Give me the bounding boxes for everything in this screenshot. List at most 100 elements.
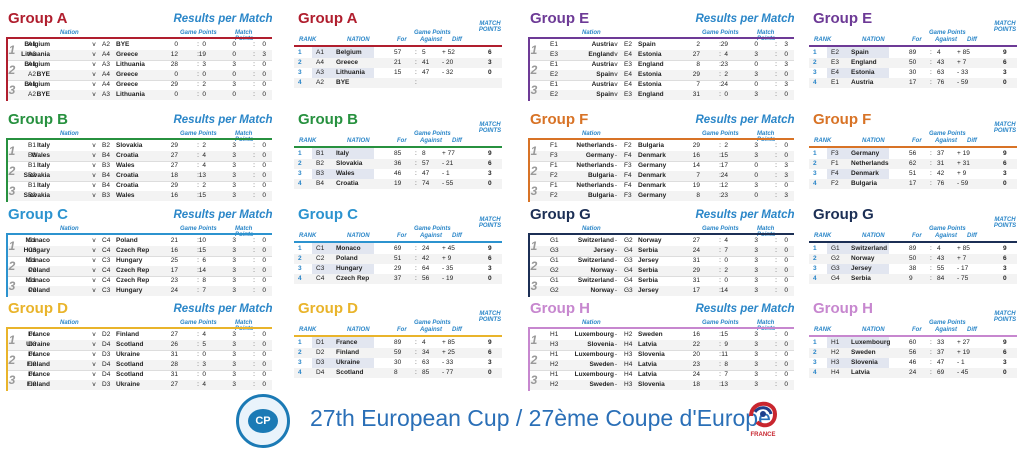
game-points-header: Game Points [180,320,217,326]
for-header: For [397,138,407,144]
home-points: 27 [170,162,178,169]
home-match-points: 3 [232,81,236,88]
colon: : [719,331,721,338]
b-code: E2 [624,41,632,48]
match-points: 3 [488,265,492,272]
versus: v [92,172,96,179]
points-diff: + 19 [957,349,970,356]
away-points: 2 [202,142,206,149]
rank: 4 [298,180,302,187]
rank-header: RANK [299,327,317,333]
a-code: E1 [550,61,558,68]
home-team: Luxembourg [574,351,614,358]
points-diff: - 32 [442,69,454,76]
points-against: 69 [937,369,945,376]
svg-text:FRANCE: FRANCE [751,432,776,438]
team-code: C3 [316,265,325,272]
colon: : [415,170,417,177]
versus: - [614,247,618,254]
colon: : [930,49,932,56]
away-team: Jersey [638,287,659,294]
versus: v [92,257,96,264]
team-name: Scotland [336,369,364,376]
away-points: 13 [198,172,206,179]
away-match-points: 0 [784,152,788,159]
colon: : [775,172,777,179]
diff-header: Diff [452,138,462,144]
away-match-points: 0 [262,287,266,294]
points-for: 21 [394,59,402,66]
standing-row: 2 C2 Poland 51:42 + 9 6 [294,254,502,264]
match-points: 9 [1003,49,1007,56]
points-diff: + 52 [442,49,455,56]
b-code: F4 [624,172,632,179]
standing-row: 4 A2 BYE: [294,78,502,88]
standing-row: 2 E3 England 50:43 + 7 6 [809,58,1017,68]
away-match-points: 0 [262,247,266,254]
away-points: 0 [202,371,206,378]
points-for: 62 [909,160,917,167]
versus: v [614,91,618,98]
colon: : [775,81,777,88]
colon: : [719,172,721,179]
colon: : [775,361,777,368]
home-team: Finland [26,381,50,388]
results-panel-c: Group C Results per Match Nation Game Point… [2,204,273,297]
match-points: 3 [488,359,492,366]
away-team: Estonia [638,51,662,58]
away-points: 4 [202,162,206,169]
round-divider [530,350,794,351]
group-title: Group A [8,10,68,27]
nation-header: Nation [582,226,601,232]
points-diff: - 33 [957,69,969,76]
home-match-points: 3 [232,361,236,368]
colon: : [253,152,255,159]
colon: : [415,79,417,86]
rank: 4 [813,79,817,86]
rank: 2 [298,59,302,66]
standing-row: 1 C1 Monaco 69:24 + 45 9 [294,244,502,254]
home-points: 27 [170,152,178,159]
points-against: 4 [937,245,941,252]
rank: 4 [298,79,302,86]
colon: : [930,59,932,66]
rank: 3 [813,359,817,366]
team-code: G2 [831,255,840,262]
colon: : [930,69,932,76]
away-match-points: 0 [784,351,788,358]
a-code: G2 [550,287,559,294]
home-match-points: 3 [232,381,236,388]
match-row: E1 Austria v E2 Spain 2:29 0:3 [530,40,794,50]
colon: : [719,91,721,98]
points-for: 69 [394,245,402,252]
match-points-header: Match Points [235,131,254,143]
game-points-header: Game Points [929,320,966,326]
group-title: Group H [530,300,590,317]
match-points: 3 [1003,265,1007,272]
group-title: Group D [8,300,68,317]
away-points: 0 [724,277,728,284]
points-against: 42 [422,255,430,262]
game-points-header: Game Points [180,226,217,232]
colon: : [197,267,199,274]
team-code: F1 [831,160,839,167]
away-points: 15 [720,331,728,338]
match-points: 0 [488,180,492,187]
colon: : [719,287,721,294]
home-match-points: 0 [754,81,758,88]
standings-panel-d: Group D MATCH POINTS Game Points RANK NATION… [292,298,502,390]
standing-row: 3 D3 Ukraine 30:63 - 33 3 [294,358,502,368]
rank: 1 [298,245,302,252]
a-code: B2 [28,172,36,179]
standing-row: 2 D2 Finland 59:34 + 25 6 [294,348,502,358]
points-against: 4 [937,49,941,56]
match-points: 3 [1003,69,1007,76]
game-points-header: Game Points [702,131,739,137]
away-team: Latvia [638,361,657,368]
match-points-header: MATCH POINTS [993,122,1017,134]
home-team: England [588,51,614,58]
colon: : [197,381,199,388]
rank: 3 [813,170,817,177]
a-code: D1 [28,371,37,378]
away-match-points: 0 [262,91,266,98]
